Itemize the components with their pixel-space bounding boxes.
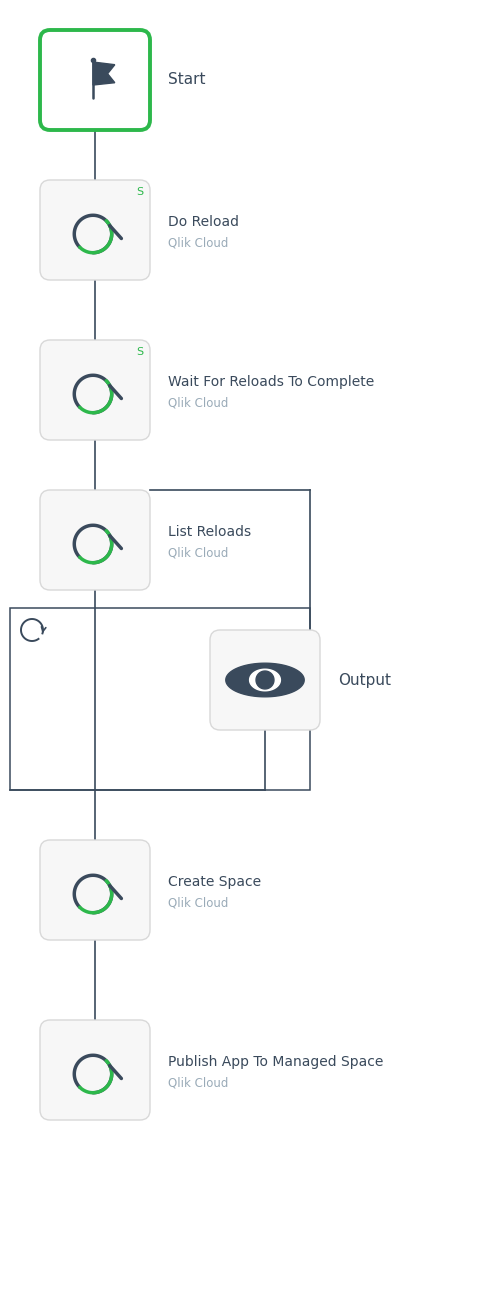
Polygon shape bbox=[249, 670, 280, 690]
Text: Wait For Reloads To Complete: Wait For Reloads To Complete bbox=[168, 375, 374, 390]
Text: Start: Start bbox=[168, 72, 206, 88]
FancyBboxPatch shape bbox=[210, 630, 320, 730]
Text: Do Reload: Do Reload bbox=[168, 215, 239, 230]
Bar bbox=[10, 608, 310, 789]
Text: S: S bbox=[136, 347, 144, 357]
Polygon shape bbox=[226, 663, 304, 697]
Polygon shape bbox=[93, 62, 115, 85]
FancyBboxPatch shape bbox=[40, 341, 150, 440]
FancyBboxPatch shape bbox=[40, 181, 150, 280]
Text: Qlik Cloud: Qlik Cloud bbox=[168, 547, 228, 560]
Text: Publish App To Managed Space: Publish App To Managed Space bbox=[168, 1055, 383, 1069]
Text: Qlik Cloud: Qlik Cloud bbox=[168, 236, 228, 249]
FancyBboxPatch shape bbox=[40, 30, 150, 130]
Polygon shape bbox=[256, 671, 274, 689]
Text: Qlik Cloud: Qlik Cloud bbox=[168, 1076, 228, 1090]
FancyBboxPatch shape bbox=[40, 1020, 150, 1120]
Text: Output: Output bbox=[338, 672, 391, 688]
Text: Create Space: Create Space bbox=[168, 875, 261, 889]
FancyBboxPatch shape bbox=[40, 490, 150, 590]
Text: S: S bbox=[136, 187, 144, 197]
Text: Qlik Cloud: Qlik Cloud bbox=[168, 396, 228, 409]
Text: Qlik Cloud: Qlik Cloud bbox=[168, 897, 228, 909]
FancyBboxPatch shape bbox=[40, 840, 150, 940]
Text: List Reloads: List Reloads bbox=[168, 525, 251, 539]
